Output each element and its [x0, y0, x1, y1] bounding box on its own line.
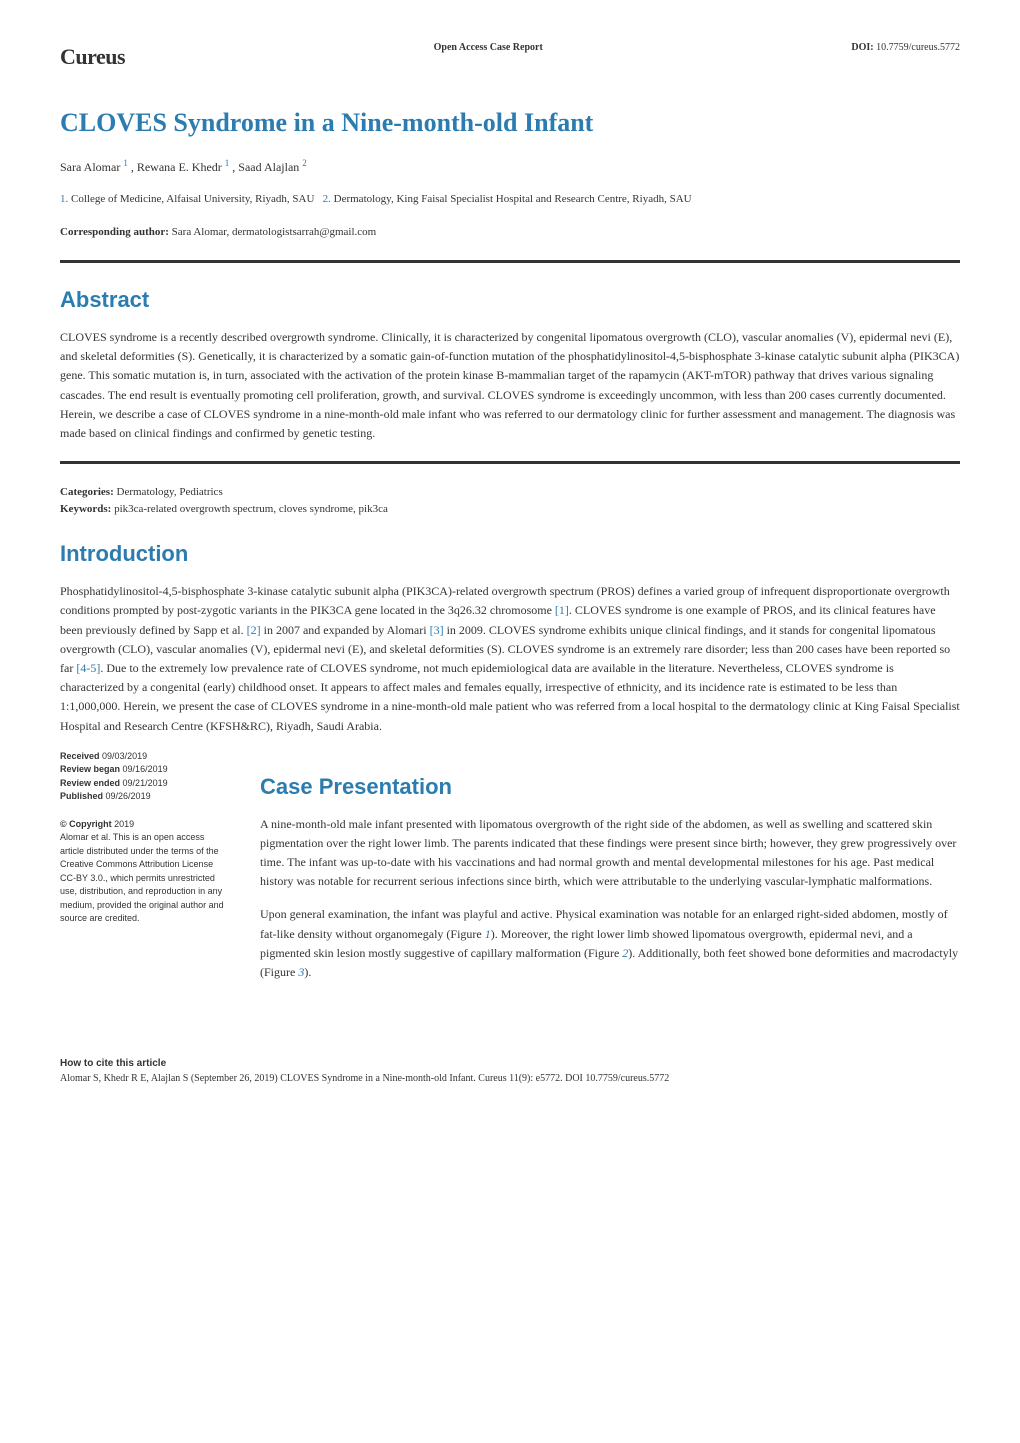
affiliation-2-text: Dermatology, King Faisal Specialist Hosp… — [334, 193, 692, 205]
affiliation-2-num: 2. — [323, 193, 331, 205]
reference-link-3[interactable]: [3] — [430, 623, 444, 637]
author-1: Sara Alomar — [60, 160, 120, 174]
introduction-heading: Introduction — [60, 537, 960, 570]
copyright-block: © Copyright 2019 Alomar et al. This is a… — [60, 818, 230, 926]
case-presentation-heading: Case Presentation — [260, 770, 960, 803]
received-label: Received — [60, 751, 100, 761]
reference-link-4-5[interactable]: [4-5] — [76, 661, 100, 675]
categories-label: Categories: — [60, 486, 114, 498]
review-began-date: 09/16/2019 — [123, 764, 168, 774]
author-2-affil: 1 — [225, 158, 230, 168]
doc-type-block: Open Access Case Report — [434, 40, 543, 55]
keywords-label: Keywords: — [60, 503, 111, 515]
page-footer: How to cite this article Alomar S, Khedr… — [60, 1056, 960, 1086]
article-title: CLOVES Syndrome in a Nine-month-old Infa… — [60, 103, 960, 142]
affiliations: 1. College of Medicine, Alfaisal Univers… — [60, 191, 960, 209]
dates-block: Received 09/03/2019 Review began 09/16/2… — [60, 750, 230, 804]
copyright-year: 2019 — [114, 819, 134, 829]
abstract-heading: Abstract — [60, 283, 960, 316]
categories-text: Dermatology, Pediatrics — [117, 486, 223, 498]
case-paragraph-2: Upon general examination, the infant was… — [260, 905, 960, 982]
brand-logo: Cureus — [60, 40, 125, 73]
corresponding-label: Corresponding author: — [60, 226, 169, 238]
main-content-column: Case Presentation A nine-month-old male … — [260, 750, 960, 997]
review-began-label: Review began — [60, 764, 120, 774]
author-3-affil: 2 — [302, 158, 307, 168]
metadata-sidebar: Received 09/03/2019 Review began 09/16/2… — [60, 750, 230, 997]
doi-block: DOI: 10.7759/cureus.5772 — [851, 40, 960, 55]
received-date: 09/03/2019 — [102, 751, 147, 761]
case-paragraph-1: A nine-month-old male infant presented w… — [260, 815, 960, 892]
intro-seg-5: . Due to the extremely low prevalence ra… — [60, 661, 960, 733]
keywords-text: pik3ca-related overgrowth spectrum, clov… — [114, 503, 388, 515]
affiliation-1-num: 1. — [60, 193, 68, 205]
copyright-text: Alomar et al. This is an open access art… — [60, 831, 230, 926]
introduction-text: Phosphatidylinositol-4,5-bisphosphate 3-… — [60, 582, 960, 736]
page-header: Cureus Open Access Case Report DOI: 10.7… — [60, 40, 960, 73]
divider — [60, 461, 960, 464]
author-list: Sara Alomar 1 , Rewana E. Khedr 1 , Saad… — [60, 157, 960, 176]
published-label: Published — [60, 791, 103, 801]
copyright-label: © Copyright — [60, 819, 112, 829]
keywords-line: Keywords: pik3ca-related overgrowth spec… — [60, 501, 960, 518]
intro-seg-3: in 2007 and expanded by Alomari — [261, 623, 430, 637]
cite-text: Alomar S, Khedr R E, Alajlan S (Septembe… — [60, 1071, 960, 1086]
author-1-affil: 1 — [123, 158, 128, 168]
divider — [60, 260, 960, 263]
cite-label: How to cite this article — [60, 1056, 960, 1071]
review-ended-date: 09/21/2019 — [123, 778, 168, 788]
corresponding-author: Corresponding author: Sara Alomar, derma… — [60, 224, 960, 241]
doi-label: DOI: — [851, 42, 873, 53]
published-date: 09/26/2019 — [106, 791, 151, 801]
abstract-text: CLOVES syndrome is a recently described … — [60, 328, 960, 443]
two-column-layout: Received 09/03/2019 Review began 09/16/2… — [60, 750, 960, 997]
author-2: Rewana E. Khedr — [137, 160, 222, 174]
reference-link-2[interactable]: [2] — [247, 623, 261, 637]
case-seg-4: ). — [304, 965, 311, 979]
reference-link-1[interactable]: [1] — [555, 603, 569, 617]
affiliation-1-text: College of Medicine, Alfaisal University… — [71, 193, 314, 205]
doi-value: 10.7759/cureus.5772 — [876, 42, 960, 53]
author-3: Saad Alajlan — [238, 160, 299, 174]
categories-line: Categories: Dermatology, Pediatrics — [60, 484, 960, 501]
document-type: Open Access Case Report — [434, 40, 543, 55]
corresponding-text: Sara Alomar, dermatologistsarrah@gmail.c… — [172, 226, 377, 238]
review-ended-label: Review ended — [60, 778, 120, 788]
